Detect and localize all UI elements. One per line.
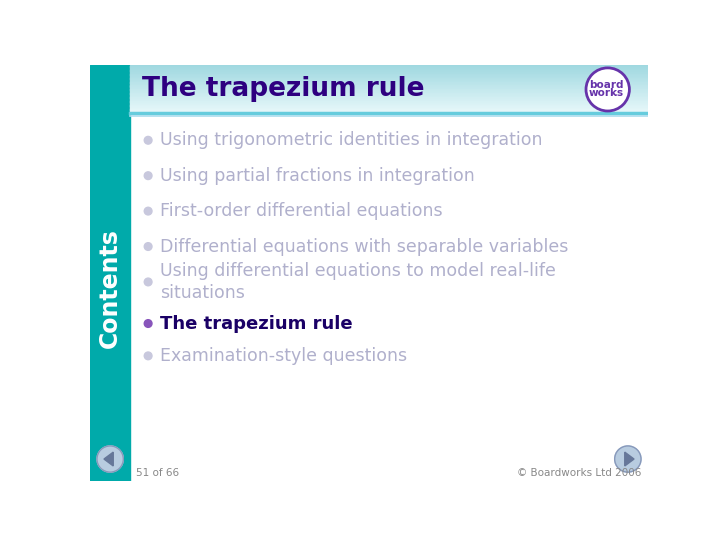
Bar: [130, 97, 648, 98]
Bar: [130, 69, 648, 70]
Bar: [130, 93, 648, 94]
Text: Using partial fractions in integration: Using partial fractions in integration: [160, 167, 474, 185]
Bar: [130, 73, 648, 74]
Bar: [130, 87, 648, 88]
Bar: [130, 86, 648, 87]
Bar: [130, 112, 648, 113]
Text: The trapezium rule: The trapezium rule: [160, 314, 352, 333]
Circle shape: [144, 242, 152, 251]
Bar: [130, 70, 648, 71]
Bar: [130, 78, 648, 79]
Bar: [130, 109, 648, 110]
Text: © Boardworks Ltd 2006: © Boardworks Ltd 2006: [518, 468, 642, 478]
Circle shape: [97, 446, 123, 472]
Text: Differential equations with separable variables: Differential equations with separable va…: [160, 238, 568, 255]
Bar: [130, 100, 648, 102]
Bar: [130, 108, 648, 109]
Bar: [130, 85, 648, 86]
Bar: [130, 111, 648, 112]
Bar: [130, 107, 648, 108]
Circle shape: [144, 278, 152, 286]
Bar: [130, 106, 648, 107]
Text: ...: ...: [610, 88, 618, 97]
Polygon shape: [625, 452, 634, 466]
Bar: [130, 110, 648, 111]
Bar: [130, 90, 648, 91]
Text: works: works: [588, 88, 624, 98]
Bar: [130, 71, 648, 72]
Bar: [130, 105, 648, 106]
Bar: [130, 99, 648, 100]
Bar: [130, 97, 648, 98]
Bar: [130, 100, 648, 101]
Bar: [130, 82, 648, 83]
Bar: [130, 88, 648, 89]
Bar: [130, 65, 648, 66]
Text: board: board: [589, 80, 624, 90]
Bar: [130, 82, 648, 83]
Text: Contents: Contents: [98, 228, 122, 348]
Bar: [130, 103, 648, 104]
Bar: [130, 73, 648, 75]
Bar: [130, 92, 648, 93]
Bar: [130, 72, 648, 73]
Bar: [130, 80, 648, 82]
Circle shape: [615, 446, 641, 472]
Circle shape: [586, 68, 629, 111]
Bar: [130, 79, 648, 80]
Bar: [130, 91, 648, 92]
Bar: [130, 77, 648, 78]
Bar: [130, 75, 648, 76]
Circle shape: [144, 320, 152, 327]
Bar: [130, 104, 648, 105]
Bar: [130, 96, 648, 97]
Bar: [130, 90, 648, 91]
Text: The trapezium rule: The trapezium rule: [142, 76, 424, 102]
Bar: [130, 67, 648, 68]
Circle shape: [144, 137, 152, 144]
Text: First-order differential equations: First-order differential equations: [160, 202, 442, 220]
Polygon shape: [104, 452, 113, 466]
Circle shape: [144, 352, 152, 360]
Bar: [90, 65, 130, 481]
Text: 51 of 66: 51 of 66: [137, 468, 179, 478]
Text: Examination-style questions: Examination-style questions: [160, 347, 407, 365]
Text: Using differential equations to model real-life
situations: Using differential equations to model re…: [160, 262, 556, 302]
Bar: [130, 102, 648, 103]
Bar: [130, 98, 648, 99]
Bar: [130, 65, 648, 66]
Bar: [130, 83, 648, 84]
Circle shape: [144, 207, 152, 215]
Bar: [130, 75, 648, 76]
Bar: [130, 70, 648, 71]
Bar: [130, 105, 648, 106]
Bar: [130, 76, 648, 77]
Bar: [130, 80, 648, 81]
Bar: [130, 84, 648, 85]
Bar: [130, 85, 648, 86]
Bar: [130, 66, 648, 68]
Text: Using trigonometric identities in integration: Using trigonometric identities in integr…: [160, 131, 542, 149]
Bar: [130, 89, 648, 90]
Bar: [130, 95, 648, 96]
Bar: [130, 94, 648, 95]
Bar: [130, 102, 648, 103]
Bar: [130, 68, 648, 69]
Circle shape: [144, 172, 152, 179]
